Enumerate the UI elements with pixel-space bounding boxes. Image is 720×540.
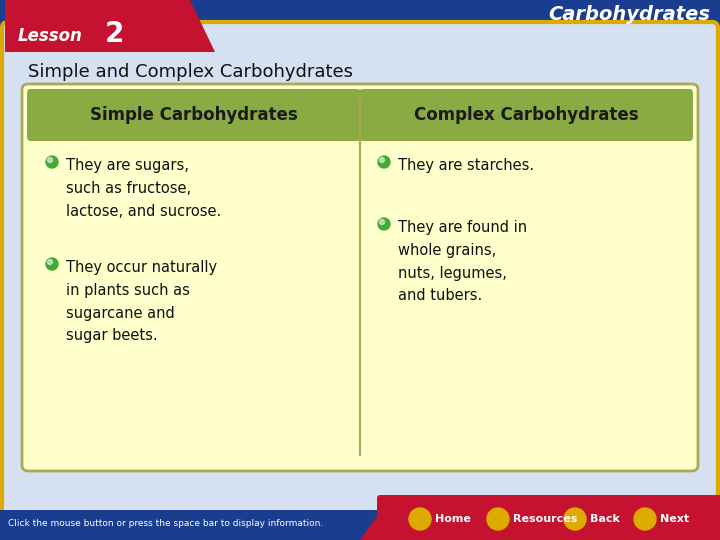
Text: 2: 2 — [105, 20, 125, 48]
FancyBboxPatch shape — [359, 89, 693, 141]
Circle shape — [46, 258, 58, 270]
Circle shape — [379, 219, 384, 225]
FancyBboxPatch shape — [22, 84, 698, 471]
Text: Simple and Complex Carbohydrates: Simple and Complex Carbohydrates — [28, 63, 353, 81]
Text: They occur naturally
in plants such as
sugarcane and
sugar beets.: They occur naturally in plants such as s… — [66, 260, 217, 343]
Circle shape — [634, 508, 656, 530]
FancyBboxPatch shape — [2, 22, 718, 516]
FancyBboxPatch shape — [377, 495, 720, 540]
Circle shape — [409, 508, 431, 530]
Circle shape — [46, 156, 58, 168]
Circle shape — [379, 158, 384, 163]
Circle shape — [487, 508, 509, 530]
Polygon shape — [360, 498, 410, 540]
Text: They are found in
whole grains,
nuts, legumes,
and tubers.: They are found in whole grains, nuts, le… — [398, 220, 527, 303]
Text: Click the mouse button or press the space bar to display information.: Click the mouse button or press the spac… — [8, 519, 323, 529]
FancyBboxPatch shape — [0, 0, 720, 28]
Text: Lesson: Lesson — [18, 27, 83, 45]
Text: They are sugars,
such as fructose,
lactose, and sucrose.: They are sugars, such as fructose, lacto… — [66, 158, 221, 219]
Text: Simple Carbohydrates: Simple Carbohydrates — [90, 106, 298, 124]
Text: Carbohydrates: Carbohydrates — [548, 4, 710, 24]
Polygon shape — [5, 0, 215, 52]
Circle shape — [378, 218, 390, 230]
Text: Next: Next — [660, 514, 689, 524]
Circle shape — [48, 260, 53, 265]
Text: Home: Home — [435, 514, 471, 524]
Circle shape — [564, 508, 586, 530]
Text: Resources: Resources — [513, 514, 577, 524]
FancyBboxPatch shape — [27, 89, 361, 141]
Circle shape — [48, 158, 53, 163]
Circle shape — [378, 156, 390, 168]
FancyBboxPatch shape — [0, 510, 720, 540]
Text: Complex Carbohydrates: Complex Carbohydrates — [414, 106, 639, 124]
Text: Back: Back — [590, 514, 620, 524]
Text: They are starches.: They are starches. — [398, 158, 534, 173]
